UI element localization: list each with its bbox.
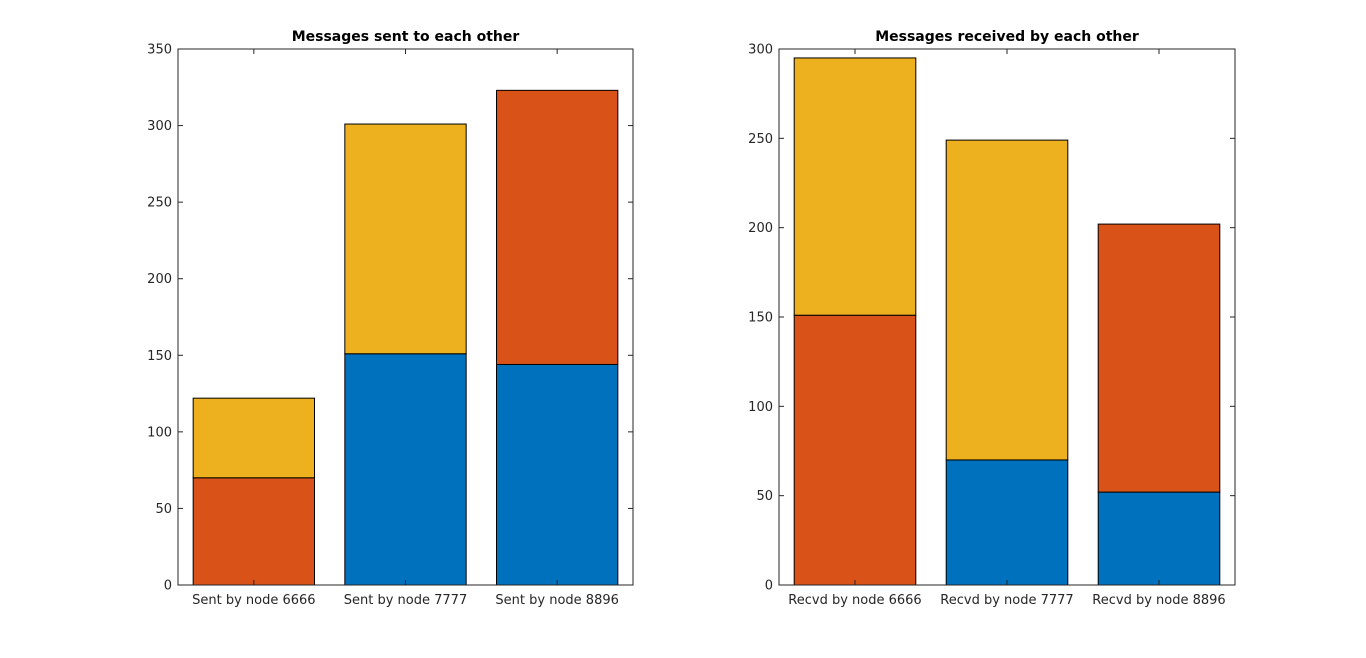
- bar-3-segment-1: [1097, 491, 1221, 586]
- bar-3-segment-1: [496, 363, 619, 586]
- y-tick-label: 150: [748, 311, 773, 326]
- x-tick-label: Recvd by node 6666: [788, 593, 921, 608]
- chart-title: Messages received by each other: [875, 29, 1139, 45]
- y-tick-label: 350: [147, 43, 172, 58]
- x-tick-label: Sent by node 8896: [495, 593, 618, 608]
- bar-1-segment-2: [192, 477, 316, 586]
- bar-1-segment-3: [793, 57, 917, 316]
- chart-messages-received: Messages received by each other 0 50 100 15…: [748, 29, 1236, 608]
- x-tick-label: Recvd by node 7777: [940, 593, 1073, 608]
- y-tick-label: 100: [147, 425, 172, 440]
- y-tick-label: 150: [147, 349, 172, 364]
- chart-title: Messages sent to each other: [292, 29, 520, 45]
- chart-messages-sent: Messages sent to each other 0 50 100 150 200…: [147, 29, 634, 608]
- y-tick-label: 100: [748, 400, 773, 415]
- axes: 0 50 100 150 200 250 300 350 Sent by node 6666 Se…: [147, 43, 634, 608]
- bar-1-segment-3: [192, 397, 316, 479]
- bar-3-segment-2: [496, 89, 619, 365]
- x-tick-label: Sent by node 7777: [344, 593, 467, 608]
- bar-3-segment-2: [1097, 223, 1221, 493]
- y-tick-label: 250: [147, 196, 172, 211]
- y-tick-label: 50: [756, 489, 773, 504]
- axes: 0 50 100 150 200 250 300 Recvd by node 6666 Recv…: [748, 43, 1236, 608]
- bar-2-segment-3: [945, 139, 1069, 461]
- y-tick-label: 200: [147, 272, 172, 287]
- bar-group: [192, 89, 619, 586]
- bar-1-segment-2: [793, 314, 917, 586]
- bar-2-segment-3: [344, 123, 467, 355]
- y-tick-label: 0: [765, 579, 773, 594]
- y-tick-label: 300: [748, 43, 773, 58]
- bar-group: [793, 57, 1221, 586]
- bar-2-segment-1: [945, 459, 1069, 586]
- x-tick-label: Recvd by node 8896: [1092, 593, 1225, 608]
- y-tick-label: 300: [147, 119, 172, 134]
- x-tick-label: Sent by node 6666: [192, 593, 315, 608]
- y-tick-label: 250: [748, 132, 773, 147]
- y-tick-label: 0: [164, 579, 172, 594]
- y-tick-label: 50: [155, 502, 172, 517]
- bar-2-segment-1: [344, 353, 467, 586]
- y-tick-label: 200: [748, 221, 773, 236]
